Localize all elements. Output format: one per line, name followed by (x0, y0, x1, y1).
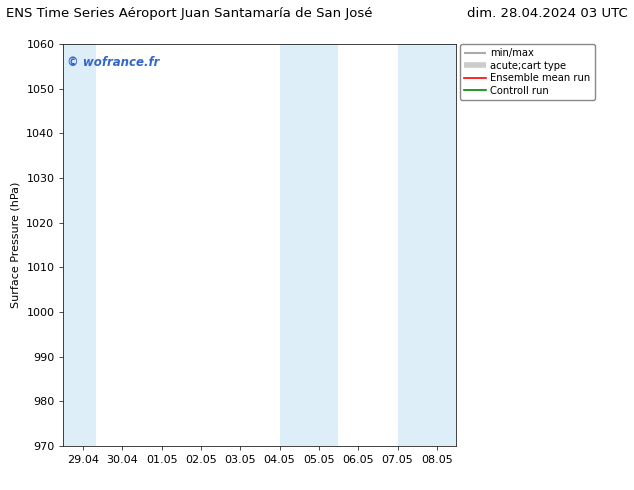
Text: © wofrance.fr: © wofrance.fr (67, 56, 160, 69)
Text: ENS Time Series Aéroport Juan Santamaría de San José: ENS Time Series Aéroport Juan Santamaría… (6, 7, 373, 21)
Bar (398, 44, 456, 446)
Bar (63, 44, 96, 446)
Bar (280, 44, 338, 446)
Y-axis label: Surface Pressure (hPa): Surface Pressure (hPa) (11, 182, 21, 308)
Legend: min/max, acute;cart type, Ensemble mean run, Controll run: min/max, acute;cart type, Ensemble mean … (460, 44, 595, 99)
Text: dim. 28.04.2024 03 UTC: dim. 28.04.2024 03 UTC (467, 7, 628, 21)
